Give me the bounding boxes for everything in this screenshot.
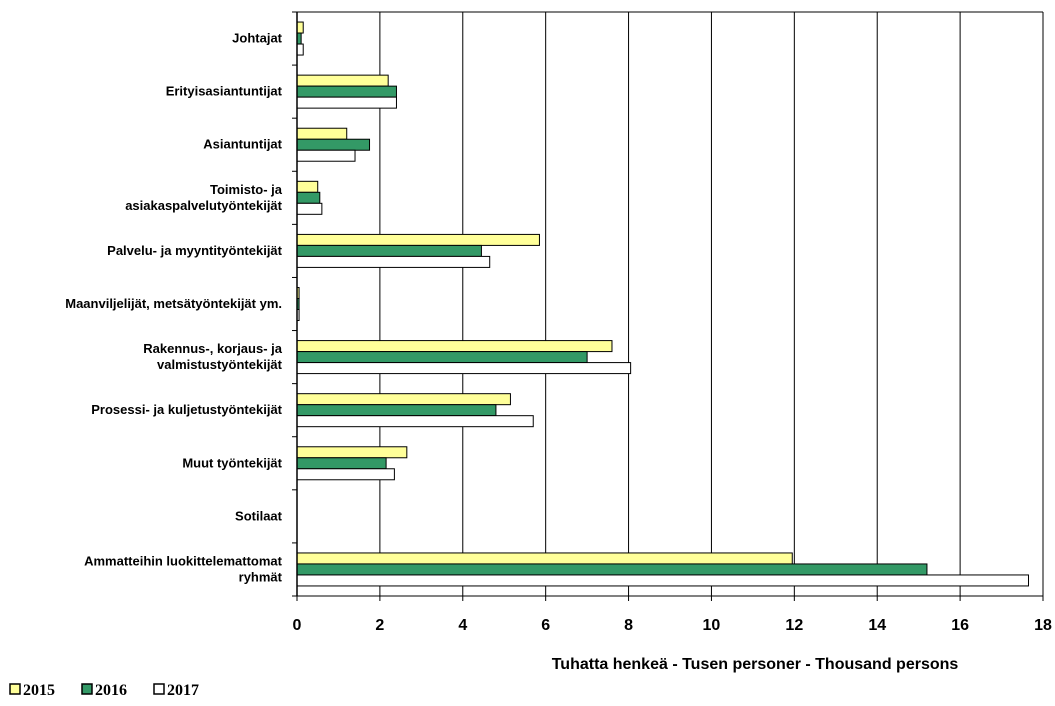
x-tick-label: 16: [951, 617, 969, 634]
bar-2015: [296, 180, 319, 193]
bar-2016: [296, 244, 482, 257]
bar-2017: [296, 96, 397, 109]
bar-2016: [296, 138, 371, 151]
legend-swatch-2015: [9, 683, 21, 695]
bar-2016: [296, 457, 387, 470]
bar-2015: [296, 21, 304, 34]
category-label: Ammatteihin luokittelemattomat ryhmät: [84, 553, 283, 584]
bar-2016: [296, 351, 588, 364]
category-label: Rakennus-, korjaus- ja valmistustyöntekij…: [143, 341, 282, 372]
category-label: Johtajat: [232, 31, 283, 46]
x-tick-label: 18: [1034, 617, 1052, 634]
x-tick-label: 14: [868, 617, 886, 634]
bar-2015: [296, 552, 793, 565]
bar-2016: [296, 85, 397, 98]
bar-2016: [296, 563, 928, 576]
bar-2017: [296, 43, 304, 56]
bar-2016: [296, 404, 497, 417]
bar-2015: [296, 340, 613, 353]
x-tick-label: 2: [375, 617, 384, 634]
bar-2015: [296, 127, 348, 140]
bar-2017: [296, 574, 1029, 587]
x-axis-label: Tuhatta henkeä - Tusen personer - Thousa…: [552, 656, 959, 673]
legend-label-2015: 2015: [23, 682, 55, 699]
bar-2017: [296, 255, 491, 268]
x-tick-label: 4: [458, 617, 467, 634]
axes: [292, 11, 1044, 601]
legend-label-2016: 2016: [95, 682, 127, 699]
legend-label-2017: 2017: [167, 682, 199, 699]
bar-2015: [296, 233, 540, 246]
gridlines: [297, 11, 1044, 596]
category-label: Sotilaat: [235, 508, 283, 523]
x-tick-label: 6: [541, 617, 550, 634]
legend-swatch-2016: [81, 683, 93, 695]
bar-2015: [296, 74, 389, 87]
bar-2017: [296, 362, 632, 375]
legend: 2015 2016 2017: [9, 682, 199, 699]
bars: [296, 21, 1029, 587]
category-label: Toimisto- ja asiakaspalvelutyöntekijät: [125, 182, 283, 213]
x-tick-label: 8: [624, 617, 633, 634]
x-tick-label: 0: [293, 617, 302, 634]
bar-2017: [296, 468, 395, 481]
bar-2017: [296, 149, 356, 162]
bar-2016: [296, 191, 321, 204]
bar-2017: [296, 415, 534, 428]
category-label: Muut työntekijät: [182, 455, 282, 470]
legend-swatch-2017: [153, 683, 165, 695]
category-label: Prosessi- ja kuljetustyöntekijät: [91, 402, 282, 417]
category-label: Palvelu- ja myyntityöntekijät: [107, 243, 283, 258]
x-tick-label: 12: [785, 617, 803, 634]
bar-2015: [296, 393, 511, 406]
x-tick-label: 10: [703, 617, 721, 634]
category-label: Erityisasiantuntijat: [166, 84, 283, 99]
x-tick-labels: 0 2 4 6 8 10 12 14 16 18: [293, 617, 1052, 634]
category-label: Asiantuntijat: [203, 137, 282, 152]
bar-2015: [296, 446, 408, 459]
category-label: Maanviljelijät, metsätyöntekijät ym.: [65, 296, 282, 311]
bar-2017: [296, 202, 323, 215]
category-labels: Johtajat Erityisasiantuntijat Asiantuntija…: [65, 31, 283, 585]
